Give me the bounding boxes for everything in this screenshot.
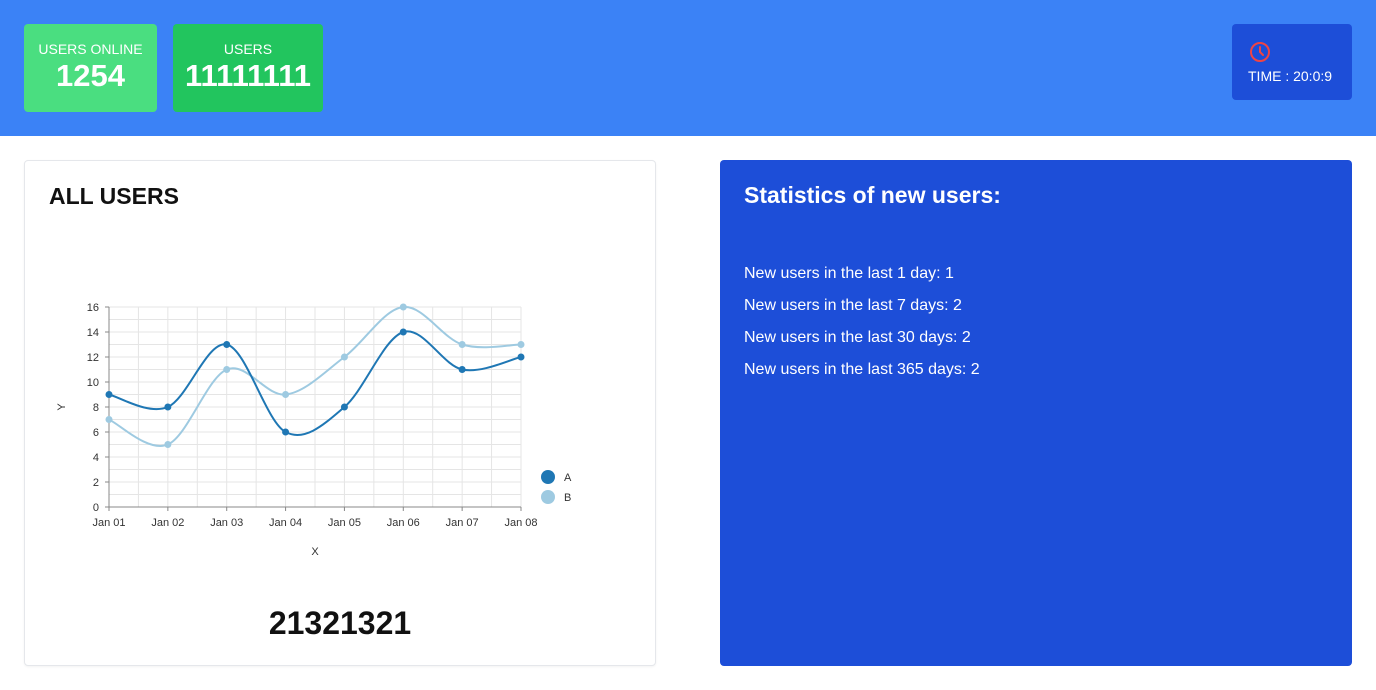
x-tick-label: Jan 03 bbox=[210, 517, 243, 529]
users-label: USERS bbox=[223, 41, 273, 57]
new-users-365-days: New users in the last 365 days: 2 bbox=[744, 361, 980, 378]
new-users-1-day: New users in the last 1 day: 1 bbox=[744, 265, 954, 282]
new-users-title: Statistics of new users: bbox=[744, 182, 1001, 208]
users-online-card: USERS ONLINE 1254 bbox=[24, 24, 157, 112]
series-a-point bbox=[105, 391, 113, 398]
users-online-label: USERS ONLINE bbox=[38, 41, 143, 57]
all-users-panel: ALL USERS 0 2 4 6 8 10 12 14 16 Jan 01 Jan 02 Jan 0… bbox=[24, 160, 656, 666]
series-a-point bbox=[340, 403, 348, 411]
x-tick-label: Jan 07 bbox=[446, 517, 479, 529]
y-tick-label: 8 bbox=[93, 402, 99, 414]
series-b-point bbox=[458, 341, 466, 348]
y-tick-label: 10 bbox=[87, 377, 99, 389]
series-b-point bbox=[282, 391, 290, 398]
series-a-point bbox=[164, 403, 172, 411]
legend-label-b: B bbox=[564, 492, 571, 504]
x-tick-label: Jan 04 bbox=[269, 517, 302, 529]
all-users-title: ALL USERS bbox=[49, 183, 179, 209]
legend-label-a: A bbox=[564, 472, 572, 484]
y-tick-label: 12 bbox=[87, 352, 99, 364]
clock-icon bbox=[1250, 42, 1270, 62]
y-tick-label: 0 bbox=[93, 502, 99, 514]
series-b-point bbox=[223, 366, 231, 373]
series-b-line bbox=[108, 305, 522, 447]
series-a-point bbox=[223, 341, 231, 348]
y-tick-label: 2 bbox=[93, 477, 99, 489]
series-b-point bbox=[105, 416, 113, 423]
y-tick-label: 14 bbox=[87, 327, 99, 339]
x-tick-label: Jan 01 bbox=[92, 517, 125, 529]
legend-marker-a bbox=[541, 470, 555, 484]
series-a-point bbox=[458, 366, 466, 373]
series-a-point bbox=[399, 328, 407, 336]
series-a-point bbox=[517, 353, 525, 361]
new-users-7-days: New users in the last 7 days: 2 bbox=[744, 297, 962, 314]
series-b-point bbox=[340, 353, 348, 361]
series-a-point bbox=[282, 428, 290, 436]
series-b-point bbox=[164, 441, 172, 448]
users-card: USERS 11111111 bbox=[173, 24, 323, 112]
series-b-point bbox=[399, 303, 407, 311]
legend-marker-b bbox=[541, 490, 555, 504]
y-tick-label: 6 bbox=[93, 427, 99, 439]
users-online-value: 1254 bbox=[56, 58, 125, 93]
x-tick-label: Jan 05 bbox=[328, 517, 361, 529]
new-users-list: New users in the last 1 day: 1 New users… bbox=[744, 258, 980, 386]
new-users-30-days: New users in the last 30 days: 2 bbox=[744, 329, 971, 346]
series-b-point bbox=[517, 341, 525, 348]
x-tick-label: Jan 06 bbox=[387, 517, 420, 529]
time-card: TIME : 20:0:9 bbox=[1232, 24, 1352, 100]
users-line-chart: 0 2 4 6 8 10 12 14 16 Jan 01 Jan 02 Jan 03 Jan 04 Jan… bbox=[56, 302, 572, 558]
x-axis-title: X bbox=[311, 546, 319, 558]
x-tick-label: Jan 02 bbox=[151, 517, 184, 529]
top-bar: USERS ONLINE 1254 USERS 11111111 TIME : … bbox=[0, 0, 1376, 136]
all-users-total: 21321321 bbox=[268, 605, 412, 641]
y-tick-label: 16 bbox=[87, 302, 99, 314]
new-users-panel: Statistics of new users: New users in th… bbox=[720, 160, 1352, 666]
time-text: TIME : 20:0:9 bbox=[1248, 68, 1333, 84]
x-tick-label: Jan 08 bbox=[504, 517, 537, 529]
y-axis-title: Y bbox=[56, 403, 68, 411]
y-tick-label: 4 bbox=[93, 452, 99, 464]
users-value: 11111111 bbox=[185, 58, 311, 93]
series-a-line bbox=[108, 330, 522, 436]
